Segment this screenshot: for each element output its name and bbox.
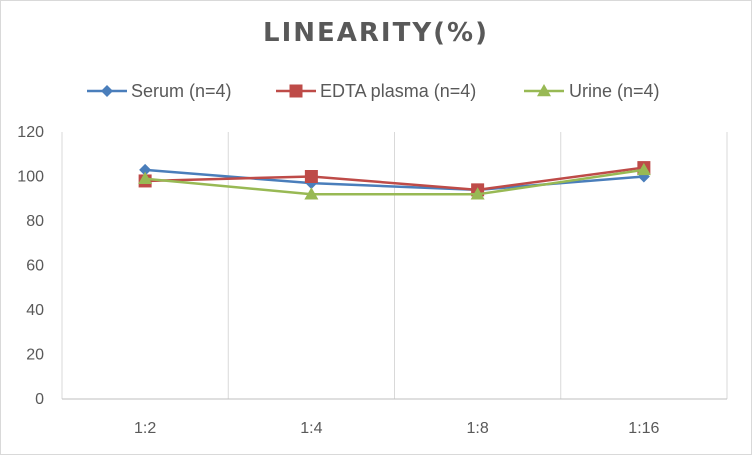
legend-marker (537, 84, 551, 97)
legend-item: Urine (n=4) (524, 81, 660, 101)
data-point (470, 187, 485, 200)
legend-item: EDTA plasma (n=4) (276, 81, 476, 101)
data-point (304, 170, 318, 183)
series-line (145, 168, 645, 196)
data-point (139, 163, 152, 176)
legend-marker (289, 84, 303, 98)
series-3 (138, 162, 651, 200)
tick-labels: 0 20 40 60 80 100 120 1:2 1:4 1:8 1:16 (17, 124, 659, 437)
legend-item: Serum (n=4) (87, 81, 232, 101)
legend-label: Urine (n=4) (569, 81, 660, 101)
y-tick-label: 0 (35, 391, 44, 408)
x-tick-label: 1:8 (467, 420, 489, 437)
legend-marker (101, 85, 113, 97)
y-tick-label: 120 (17, 124, 44, 141)
legend-label: Serum (n=4) (131, 81, 232, 101)
y-tick-label: 40 (26, 302, 44, 319)
x-tick-label: 1:16 (628, 420, 659, 437)
y-tick-label: 60 (26, 258, 44, 275)
series-line (145, 166, 645, 192)
y-tick-label: 20 (26, 347, 44, 364)
series-group (138, 161, 651, 200)
legend-label: EDTA plasma (n=4) (320, 81, 476, 101)
y-tick-label: 100 (17, 169, 44, 186)
data-point (636, 162, 651, 176)
y-tick-label: 80 (26, 213, 44, 230)
x-tick-label: 1:2 (134, 420, 156, 437)
x-tick-label: 1:4 (300, 420, 322, 437)
data-point (304, 187, 319, 200)
chart-title: LINEARITY(%) (263, 18, 489, 48)
legend: Serum (n=4) EDTA plasma (n=4) Urine (n=4) (87, 81, 660, 101)
data-point (138, 171, 153, 184)
